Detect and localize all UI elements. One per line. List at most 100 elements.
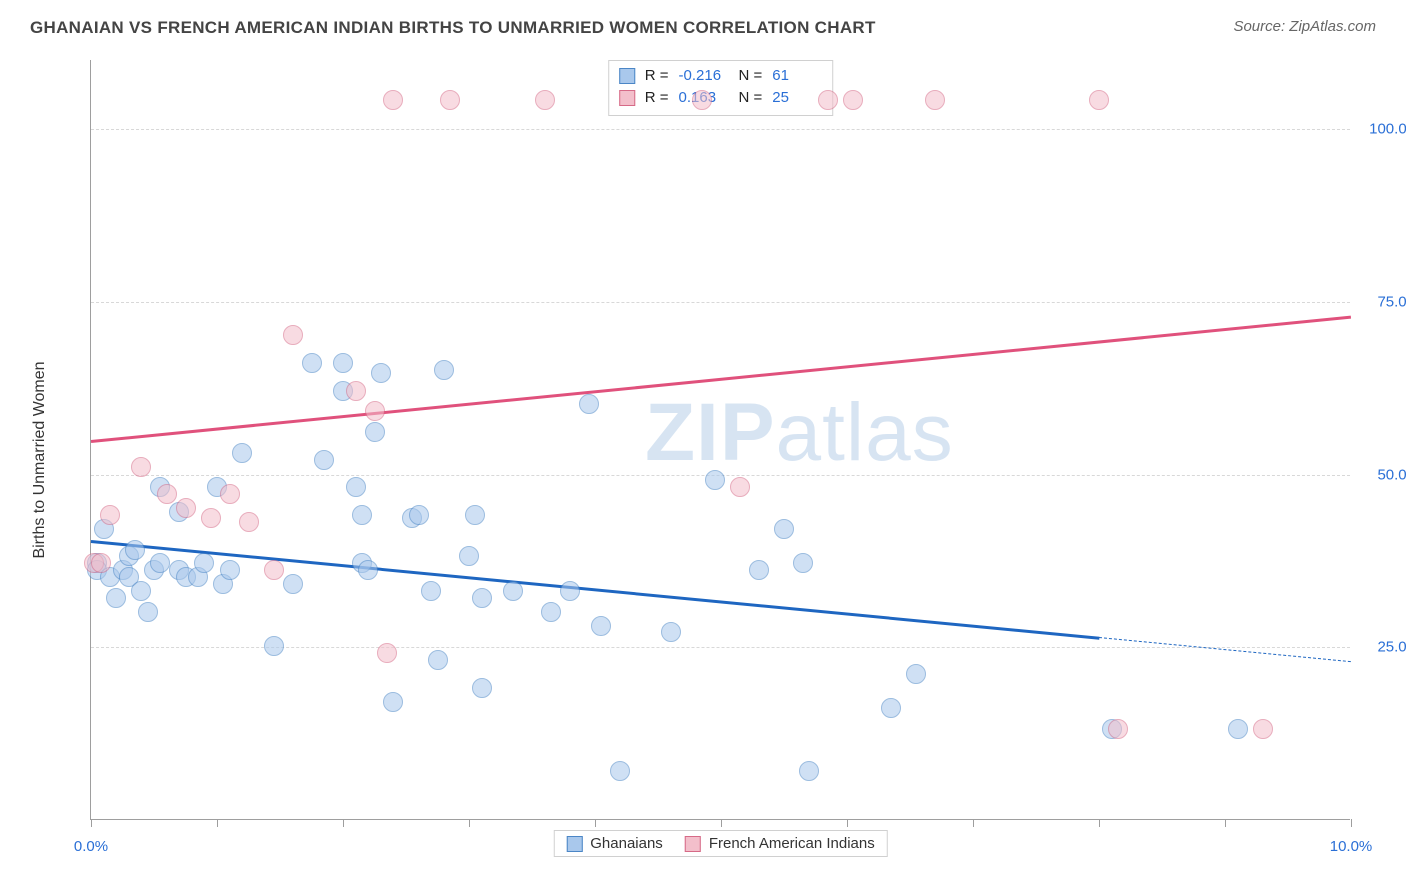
- data-point-ghanaians: [264, 636, 284, 656]
- y-axis-title: Births to Unmarried Women: [31, 361, 49, 558]
- header: GHANAIAN VS FRENCH AMERICAN INDIAN BIRTH…: [0, 0, 1406, 48]
- data-point-ghanaians: [358, 560, 378, 580]
- y-tick-label: 100.0%: [1360, 121, 1406, 138]
- data-point-french_american_indians: [730, 477, 750, 497]
- y-tick-label: 75.0%: [1360, 293, 1406, 310]
- gridline: [91, 302, 1350, 303]
- y-tick-label: 50.0%: [1360, 466, 1406, 483]
- watermark: ZIPatlas: [645, 386, 954, 480]
- data-point-french_american_indians: [283, 325, 303, 345]
- chart-title: GHANAIAN VS FRENCH AMERICAN INDIAN BIRTH…: [30, 18, 876, 38]
- data-point-ghanaians: [579, 394, 599, 414]
- r-value-ghanaians: -0.216: [679, 65, 729, 87]
- data-point-ghanaians: [220, 560, 240, 580]
- data-point-ghanaians: [749, 560, 769, 580]
- legend-label-ghanaians: Ghanaians: [590, 835, 663, 852]
- data-point-ghanaians: [881, 698, 901, 718]
- data-point-french_american_indians: [843, 90, 863, 110]
- data-point-french_american_indians: [201, 508, 221, 528]
- data-point-french_american_indians: [1108, 719, 1128, 739]
- x-tick: [1351, 819, 1352, 827]
- data-point-french_american_indians: [692, 90, 712, 110]
- data-point-ghanaians: [799, 761, 819, 781]
- y-tick-label: 25.0%: [1360, 639, 1406, 656]
- data-point-ghanaians: [125, 540, 145, 560]
- x-tick: [973, 819, 974, 827]
- data-point-french_american_indians: [365, 401, 385, 421]
- data-point-french_american_indians: [377, 643, 397, 663]
- data-point-french_american_indians: [100, 505, 120, 525]
- data-point-ghanaians: [472, 678, 492, 698]
- data-point-french_american_indians: [440, 90, 460, 110]
- x-tick: [1099, 819, 1100, 827]
- data-point-ghanaians: [465, 505, 485, 525]
- swatch-ghanaians: [566, 836, 582, 852]
- data-point-ghanaians: [383, 692, 403, 712]
- data-point-french_american_indians: [91, 553, 111, 573]
- x-tick: [595, 819, 596, 827]
- ghanaians-trend-ext: [1099, 637, 1351, 662]
- x-tick: [847, 819, 848, 827]
- data-point-ghanaians: [503, 581, 523, 601]
- data-point-ghanaians: [283, 574, 303, 594]
- data-point-ghanaians: [774, 519, 794, 539]
- data-point-french_american_indians: [264, 560, 284, 580]
- french_american_indians-trend: [91, 316, 1351, 443]
- data-point-ghanaians: [434, 360, 454, 380]
- data-point-ghanaians: [591, 616, 611, 636]
- data-point-french_american_indians: [1253, 719, 1273, 739]
- legend-item-french: French American Indians: [685, 835, 875, 852]
- data-point-ghanaians: [459, 546, 479, 566]
- data-point-french_american_indians: [157, 484, 177, 504]
- data-point-french_american_indians: [220, 484, 240, 504]
- n-label: N =: [739, 87, 763, 109]
- data-point-ghanaians: [302, 353, 322, 373]
- data-point-french_american_indians: [176, 498, 196, 518]
- data-point-ghanaians: [472, 588, 492, 608]
- data-point-french_american_indians: [1089, 90, 1109, 110]
- x-tick: [1225, 819, 1226, 827]
- data-point-ghanaians: [421, 581, 441, 601]
- x-tick: [469, 819, 470, 827]
- data-point-ghanaians: [610, 761, 630, 781]
- data-point-french_american_indians: [818, 90, 838, 110]
- data-point-ghanaians: [232, 443, 252, 463]
- x-tick: [343, 819, 344, 827]
- stats-row-french: R = 0.163 N = 25: [619, 87, 823, 109]
- data-point-ghanaians: [705, 470, 725, 490]
- data-point-ghanaians: [333, 353, 353, 373]
- data-point-ghanaians: [560, 581, 580, 601]
- legend-item-ghanaians: Ghanaians: [566, 835, 663, 852]
- data-point-ghanaians: [138, 602, 158, 622]
- x-tick: [217, 819, 218, 827]
- data-point-french_american_indians: [346, 381, 366, 401]
- data-point-ghanaians: [150, 553, 170, 573]
- swatch-french: [619, 90, 635, 106]
- source-attribution: Source: ZipAtlas.com: [1233, 18, 1376, 35]
- data-point-french_american_indians: [383, 90, 403, 110]
- gridline: [91, 129, 1350, 130]
- swatch-french: [685, 836, 701, 852]
- data-point-ghanaians: [106, 588, 126, 608]
- chart-container: Births to Unmarried Women ZIPatlas R = -…: [30, 50, 1370, 870]
- data-point-ghanaians: [541, 602, 561, 622]
- x-tick: [91, 819, 92, 827]
- data-point-ghanaians: [346, 477, 366, 497]
- data-point-ghanaians: [428, 650, 448, 670]
- x-tick-label: 10.0%: [1330, 838, 1373, 855]
- legend-label-french: French American Indians: [709, 835, 875, 852]
- series-legend: Ghanaians French American Indians: [553, 830, 887, 857]
- data-point-ghanaians: [1228, 719, 1248, 739]
- x-tick: [721, 819, 722, 827]
- n-value-french: 25: [772, 87, 822, 109]
- r-label: R =: [645, 87, 669, 109]
- plot-area: ZIPatlas R = -0.216 N = 61 R = 0.163 N =…: [90, 60, 1350, 820]
- data-point-ghanaians: [194, 553, 214, 573]
- stats-row-ghanaians: R = -0.216 N = 61: [619, 65, 823, 87]
- r-label: R =: [645, 65, 669, 87]
- n-label: N =: [739, 65, 763, 87]
- data-point-french_american_indians: [239, 512, 259, 532]
- data-point-ghanaians: [371, 363, 391, 383]
- data-point-ghanaians: [352, 505, 372, 525]
- data-point-ghanaians: [409, 505, 429, 525]
